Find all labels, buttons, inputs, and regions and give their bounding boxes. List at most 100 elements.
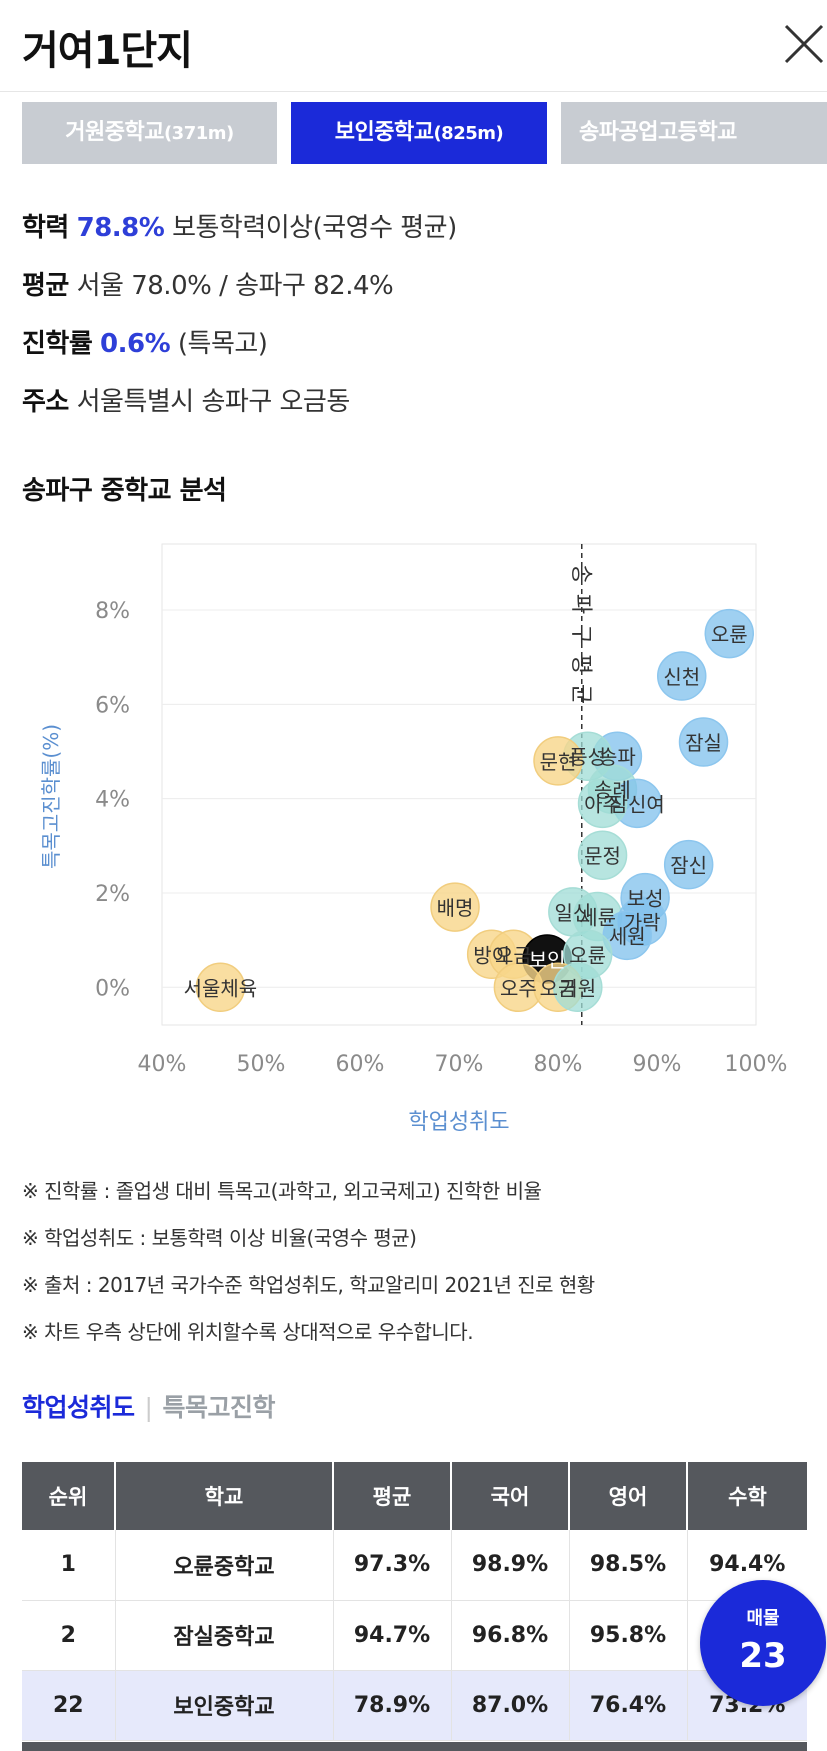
- tab-school-distance: (825m): [433, 123, 504, 144]
- note-line: ※ 학업성취도 : 보통학력 이상 비율(국영수 평균): [22, 1226, 417, 1250]
- close-button[interactable]: [782, 22, 826, 66]
- x-axis-title: 학업성취도: [408, 1110, 509, 1135]
- point-label: 송파: [599, 745, 636, 769]
- info-address: 주소 서울특별시 송파구 오금동: [22, 382, 457, 440]
- point-label: 아주: [584, 792, 621, 816]
- advance-desc: (특목고): [177, 329, 268, 359]
- point-label: 오륜: [569, 943, 606, 967]
- listings-count: 23: [739, 1636, 787, 1676]
- point-label: 문현: [540, 750, 577, 774]
- info-academic: 학력 78.8% 보통학력이상(국영수 평균): [22, 208, 457, 266]
- column-header: 학교: [115, 1462, 334, 1530]
- table-header-row: 순위 학교 평균 국어 영어 수학: [22, 1462, 807, 1530]
- info-label: 주소: [22, 387, 69, 417]
- column-header: 순위: [22, 1462, 116, 1530]
- average-line-label: 균: [568, 684, 593, 704]
- listings-label: 매물: [746, 1608, 780, 1629]
- section-title: 송파구 중학교 분석: [22, 476, 227, 506]
- point-label: 거원: [559, 976, 596, 1000]
- data-point: [533, 736, 583, 786]
- address-value: 서울특별시 송파구 오금동: [76, 387, 351, 417]
- y-tick-label: 6%: [95, 693, 130, 718]
- table-cell: 오륜중학교: [115, 1530, 334, 1601]
- data-point: [704, 608, 755, 659]
- note-line: ※ 출처 : 2017년 국가수준 학업성취도, 학교알리미 2021년 진로 …: [22, 1273, 595, 1297]
- point-label: 풍성: [569, 745, 606, 769]
- data-point: [657, 651, 707, 701]
- tab-school-3[interactable]: 송파공업고등학교: [561, 102, 827, 164]
- table-row[interactable]: 2 잠실중학교 94.7% 96.8% 95.8%: [22, 1600, 807, 1671]
- average-line-label: 송: [568, 564, 593, 584]
- table-cell: 78.9%: [333, 1670, 452, 1741]
- point-label: 일신: [554, 901, 591, 925]
- scatter-chart-svg: 0% 2% 4% 6% 8% 40% 50% 60% 70% 80% 90% 100% 학업성취도 특목고…: [39, 543, 788, 1135]
- page-title: 거여1단지: [22, 28, 193, 74]
- y-tick-label: 8%: [95, 599, 130, 624]
- average-value: 서울 78.0% / 송파구 82.4%: [76, 271, 394, 301]
- data-point: [577, 830, 628, 880]
- plot-area: [161, 543, 757, 1026]
- point-label: 잠실: [685, 731, 722, 755]
- data-point: [195, 962, 246, 1013]
- average-line-label: 구: [568, 624, 593, 644]
- table-cell: 97.3%: [333, 1530, 452, 1601]
- tab-academic[interactable]: 학업성취도: [22, 1393, 135, 1422]
- table-row[interactable]: 1 오륜중학교 97.3% 98.9% 98.5% 94.4%: [22, 1530, 807, 1601]
- table-cell: 1: [22, 1530, 116, 1601]
- x-tick-label: 100%: [725, 1052, 788, 1077]
- data-point: [430, 882, 480, 932]
- tab-school-name: 거원중학교: [65, 120, 164, 145]
- tab-special-school[interactable]: 특목고진학: [162, 1393, 275, 1422]
- info-label: 진학률: [22, 329, 93, 359]
- school-tabs: 거원중학교(371m) 보인중학교(825m) 송파공업고등학교: [22, 102, 827, 164]
- tab-school-name: 보인중학교: [334, 120, 434, 145]
- point-label: 오주: [500, 976, 537, 1000]
- y-tick-label: 0%: [95, 976, 130, 1001]
- table-footer-bar: [22, 1742, 807, 1751]
- point-label: 세륜: [579, 906, 616, 930]
- point-label: 보인: [529, 948, 566, 972]
- ranking-table: 순위 학교 평균 국어 영어 수학 1 오륜중학교 97.3% 98.9% 98…: [22, 1462, 807, 1741]
- table-cell: 98.5%: [569, 1530, 688, 1601]
- point-label: 문정: [584, 844, 621, 868]
- tab-school-1[interactable]: 거원중학교(371m): [22, 102, 277, 164]
- info-label: 학력: [22, 213, 69, 243]
- tab-school-2[interactable]: 보인중학교(825m): [291, 102, 547, 164]
- tab-school-name: 송파공업고등학교: [579, 120, 737, 145]
- point-label: 송례: [594, 778, 631, 802]
- table-row-highlighted[interactable]: 22 보인중학교 78.9% 87.0% 76.4% 73.2%: [22, 1670, 807, 1741]
- point-label: 오금: [540, 976, 577, 1000]
- point-label: 방이: [473, 943, 510, 967]
- table-cell: 96.8%: [451, 1600, 570, 1671]
- point-label: 신천: [663, 665, 700, 689]
- data-point: [678, 717, 729, 767]
- column-header: 영어: [569, 1462, 688, 1530]
- point-label: 세원: [609, 924, 646, 948]
- table-cell: 22: [22, 1670, 116, 1741]
- point-label: 잠신: [670, 854, 707, 878]
- school-info: 학력 78.8% 보통학력이상(국영수 평균) 평균 서울 78.0% / 송파…: [22, 208, 457, 440]
- academic-desc: 보통학력이상(국영수 평균): [172, 213, 457, 243]
- table-cell: 95.8%: [569, 1600, 688, 1671]
- column-header: 수학: [687, 1462, 807, 1530]
- table-cell: 98.9%: [451, 1530, 570, 1601]
- info-average: 평균 서울 78.0% / 송파구 82.4%: [22, 266, 457, 324]
- academic-value: 78.8%: [76, 213, 165, 243]
- data-point: [553, 962, 603, 1013]
- table-cell: 보인중학교: [115, 1670, 334, 1741]
- close-icon: [784, 24, 824, 64]
- table-cell: 잠실중학교: [115, 1600, 334, 1671]
- x-tick-label: 80%: [534, 1052, 583, 1077]
- listings-button[interactable]: 매물 23: [700, 1580, 826, 1706]
- info-advance: 진학률 0.6% (특목고): [22, 324, 457, 382]
- chart-notes: ※ 진학률 : 졸업생 대비 특목고(과학고, 외고국제고) 진학한 비율 ※ …: [22, 1168, 595, 1356]
- advance-value: 0.6%: [100, 329, 171, 359]
- point-label: 서울체육: [184, 976, 258, 1000]
- column-header: 평균: [333, 1462, 452, 1530]
- data-point: [577, 778, 628, 829]
- info-label: 평균: [22, 271, 69, 301]
- x-tick-label: 50%: [237, 1052, 286, 1077]
- table-cell: 76.4%: [569, 1670, 688, 1741]
- table-cell: 87.0%: [451, 1670, 570, 1741]
- x-tick-label: 90%: [633, 1052, 682, 1077]
